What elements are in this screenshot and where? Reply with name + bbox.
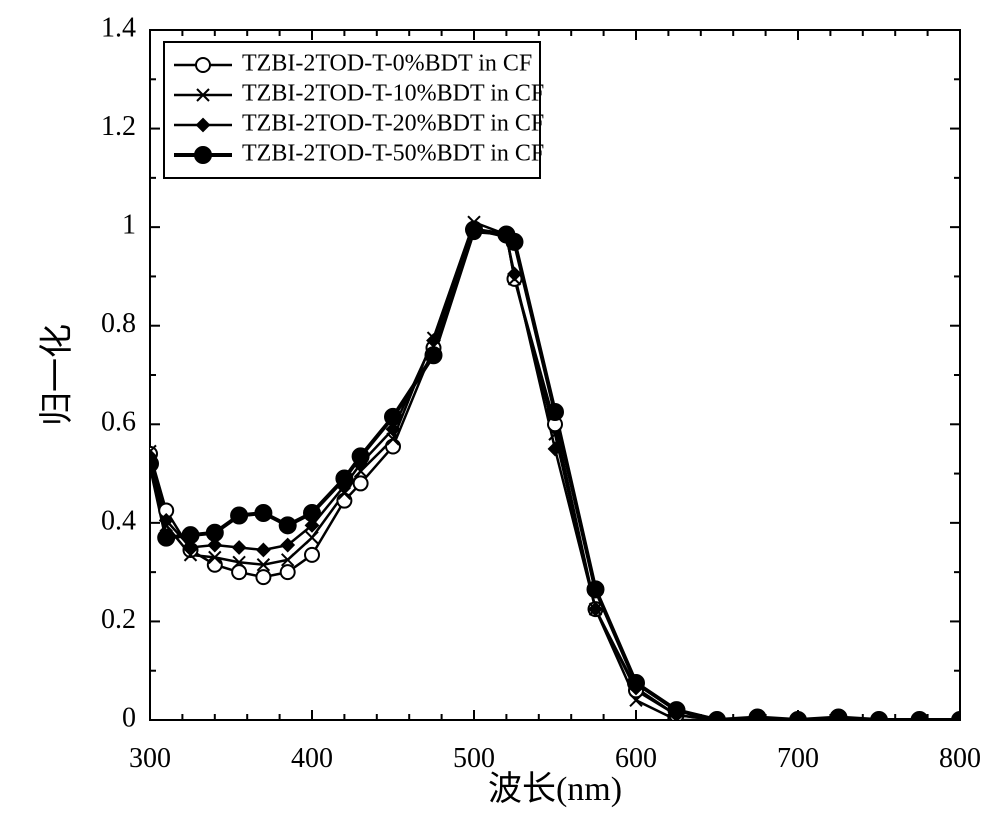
svg-text:0: 0 xyxy=(122,702,136,733)
svg-text:0.8: 0.8 xyxy=(101,308,136,339)
svg-text:0.4: 0.4 xyxy=(101,505,136,536)
svg-text:700: 700 xyxy=(777,743,819,774)
svg-text:归一化: 归一化 xyxy=(38,324,76,426)
svg-text:1: 1 xyxy=(122,210,136,241)
page: 300 400 500 600 700 800 0 0.2 0.4 0.6 0.8 1 1.2 1.4 波长… xyxy=(0,0,1000,827)
svg-text:600: 600 xyxy=(615,743,657,774)
legend: TZBI-2TOD-T-0%BDT in CF TZBI-2TOD-T-10%BD… xyxy=(164,42,544,178)
svg-text:400: 400 xyxy=(291,743,333,774)
svg-text:0.6: 0.6 xyxy=(101,407,136,438)
svg-text:TZBI-2TOD-T-0%BDT in CF: TZBI-2TOD-T-0%BDT in CF xyxy=(242,51,532,77)
svg-text:300: 300 xyxy=(129,743,171,774)
svg-text:1.2: 1.2 xyxy=(101,111,136,142)
svg-text:800: 800 xyxy=(939,743,981,774)
svg-text:TZBI-2TOD-T-10%BDT in CF: TZBI-2TOD-T-10%BDT in CF xyxy=(242,81,544,107)
svg-text:TZBI-2TOD-T-20%BDT in CF: TZBI-2TOD-T-20%BDT in CF xyxy=(242,111,544,137)
svg-text:0.2: 0.2 xyxy=(101,604,136,635)
chart: 300 400 500 600 700 800 0 0.2 0.4 0.6 0.8 1 1.2 1.4 波长… xyxy=(0,0,1000,827)
svg-text:波长(nm): 波长(nm) xyxy=(488,770,622,808)
svg-text:500: 500 xyxy=(453,743,495,774)
svg-text:TZBI-2TOD-T-50%BDT in CF: TZBI-2TOD-T-50%BDT in CF xyxy=(242,141,544,167)
svg-text:1.4: 1.4 xyxy=(101,12,136,43)
